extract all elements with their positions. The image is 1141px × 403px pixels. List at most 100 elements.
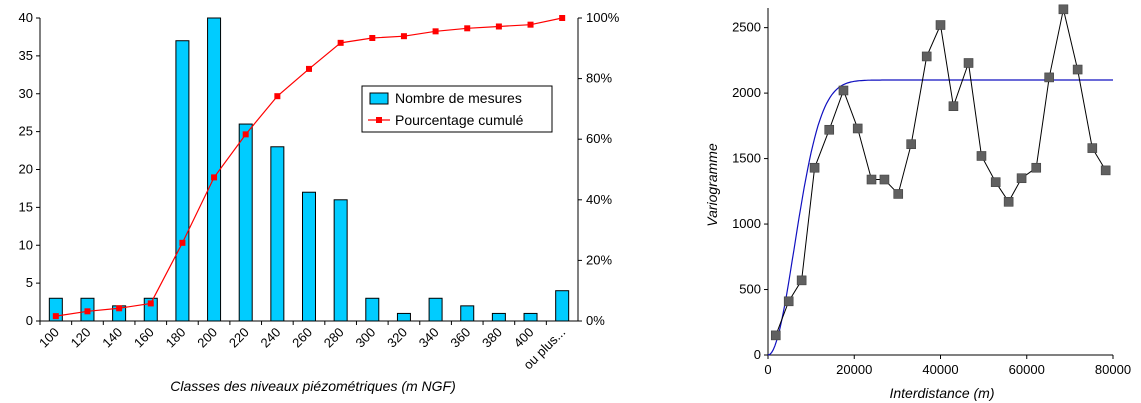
experimental-variogram-points — [770, 4, 1111, 341]
histogram-bar — [302, 191, 316, 322]
x-tick-label: 380 — [479, 325, 505, 351]
variogram-point — [838, 85, 849, 96]
cumulative-point — [306, 65, 312, 72]
variogram-point — [1072, 64, 1083, 75]
legend-bar-label: Nombre de mesures — [395, 90, 522, 106]
y-tick-label: 10 — [19, 237, 33, 252]
y2-tick-label: 100% — [586, 10, 620, 25]
histogram-bar — [428, 297, 443, 322]
variogram-point — [1003, 196, 1014, 207]
variogram-point — [921, 51, 932, 62]
cumulative-line-series — [52, 15, 566, 320]
variogram-tick-labels: 0 500 1000 1500 2000 2500 0 20000 40000 60000 8000… — [732, 20, 1131, 377]
histogram-chart: 0 5 10 15 20 25 30 35 40 0% 20% 40% 60% 80% 100% 100 120… — [19, 10, 620, 394]
x-tick-label: 320 — [384, 325, 410, 351]
variogram-y-tick-label: 1500 — [732, 151, 761, 166]
y-tick-label: 25 — [19, 124, 33, 139]
variogram-point — [852, 123, 863, 134]
legend-bar-swatch — [369, 92, 389, 105]
cumulative-point — [559, 15, 566, 21]
histogram-bar — [396, 312, 411, 322]
y2-tick-label: 0% — [586, 313, 605, 328]
cumulative-point — [147, 300, 154, 307]
variogram-x-tick-label: 20000 — [836, 362, 872, 377]
legend-line-label: Pourcentage cumulé — [395, 112, 524, 128]
y-tick-label: 5 — [26, 275, 33, 290]
x-tick-label: 300 — [352, 325, 378, 351]
variogram-point — [976, 151, 987, 161]
cumulative-point — [495, 23, 502, 30]
variogram-x-tick-label: 0 — [764, 362, 771, 377]
histogram-bar — [523, 312, 538, 322]
variogram-point — [809, 162, 820, 173]
variogram-y-tick-label: 1000 — [732, 216, 761, 231]
variogram-point — [770, 330, 781, 341]
histogram-axes — [36, 17, 582, 325]
variogram-y-axis-title: Variogramme — [704, 143, 720, 227]
x-tick-label: 140 — [99, 325, 125, 351]
histogram-bar — [207, 17, 222, 322]
histogram-bar — [555, 290, 570, 322]
variogram-point — [963, 58, 974, 68]
histogram-bar — [460, 305, 475, 322]
cumulative-point — [527, 21, 534, 28]
variogram-point — [1087, 143, 1098, 153]
variogram-point — [948, 101, 959, 112]
variogram-y-tick-label: 0 — [754, 347, 761, 362]
y-tick-label: 0 — [26, 313, 33, 328]
legend: Nombre de mesures Pourcentage cumulé — [361, 85, 553, 133]
histogram-bar — [238, 123, 253, 322]
variogram-point — [824, 124, 835, 135]
x-tick-label: 360 — [447, 325, 473, 351]
y-tick-label: 20 — [19, 162, 33, 177]
variogram-point — [1044, 72, 1054, 83]
x-tick-label: 240 — [258, 325, 284, 351]
y2-tick-label: 20% — [586, 252, 612, 267]
cumulative-point — [274, 93, 281, 100]
y-tick-label: 15 — [19, 199, 33, 214]
y-tick-label: 30 — [19, 86, 33, 101]
variogram-x-axis-title: Interdistance (m) — [889, 385, 994, 401]
x-tick-label: 220 — [226, 325, 252, 351]
cumulative-point — [400, 33, 407, 40]
x-tick-label: 260 — [289, 325, 315, 351]
x-tick-label: 100 — [36, 325, 62, 351]
x-tick-label: 180 — [163, 325, 189, 351]
variogram-point — [906, 139, 916, 149]
variogram-point — [1016, 173, 1027, 184]
cumulative-point — [337, 39, 344, 46]
bar-series — [48, 17, 570, 322]
variogram-point — [1031, 162, 1042, 173]
variogram-model-curve — [767, 79, 1113, 356]
x-tick-label: 340 — [416, 325, 442, 351]
variogram-y-tick-label: 500 — [739, 282, 761, 297]
variogram-x-tick-label: 60000 — [1009, 362, 1045, 377]
experimental-variogram-line — [775, 9, 1107, 336]
variogram-point — [796, 275, 807, 286]
y2-tick-label: 60% — [586, 131, 612, 146]
variogram-y-tick-label: 2000 — [732, 85, 761, 100]
cumulative-point — [242, 131, 249, 138]
variogram-point — [879, 174, 890, 185]
variogram-point — [990, 177, 1001, 187]
cumulative-point — [116, 305, 123, 312]
y-tick-label: 40 — [19, 10, 33, 25]
y-tick-label: 35 — [19, 48, 33, 63]
variogram-point — [783, 296, 794, 307]
variogram-x-tick-label: 40000 — [922, 362, 958, 377]
histogram-bar — [270, 146, 285, 322]
legend-box — [361, 85, 553, 133]
x-tick-label: 120 — [68, 325, 94, 351]
histogram-bar — [333, 199, 348, 322]
x-tick-label: 160 — [131, 325, 157, 351]
y2-tick-label: 80% — [586, 71, 612, 86]
x-tick-label: 200 — [194, 325, 220, 351]
histogram-bar — [491, 312, 506, 322]
variogram-axes — [764, 8, 1114, 359]
histogram-bar — [175, 40, 190, 322]
variogram-y-tick-label: 2500 — [732, 20, 761, 35]
y2-tick-label: 40% — [586, 192, 612, 207]
cumulative-point — [84, 308, 91, 315]
histogram-bar — [365, 297, 380, 322]
